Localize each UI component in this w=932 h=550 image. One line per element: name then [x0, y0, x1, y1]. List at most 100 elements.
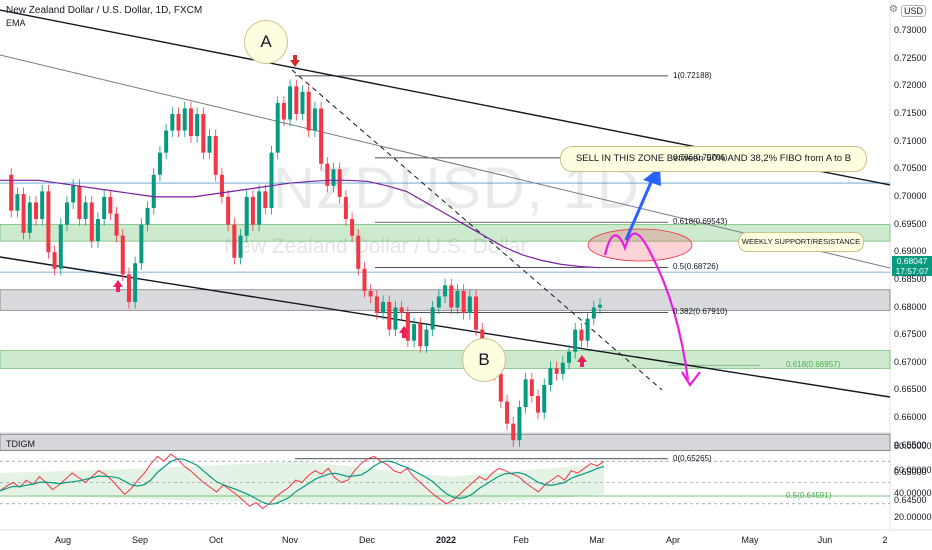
candle-body [263, 191, 268, 208]
candle-body [77, 185, 82, 220]
candle-body [58, 224, 63, 269]
y-tick-label: 0.72000 [894, 80, 927, 91]
candle-body [164, 130, 169, 153]
y-tick-label: 0.70000 [894, 190, 927, 201]
tdi-signal-line [0, 458, 605, 505]
candle-body [281, 102, 286, 120]
candle-body [176, 113, 181, 131]
candle-body [412, 324, 417, 341]
candle-body [157, 152, 162, 175]
chart-title: New Zealand Dollar / U.S. Dollar, 1D, FX… [6, 5, 203, 16]
candle-body [145, 207, 150, 225]
projection-arrowhead [681, 371, 701, 387]
candle-body [27, 202, 32, 233]
signal-arrow-up-0 [113, 280, 123, 292]
x-tick-label: Jun [817, 535, 833, 545]
candle-body [474, 296, 479, 330]
x-tick-label: Aug [54, 535, 72, 545]
candle-body [591, 307, 596, 319]
candle-body [405, 313, 410, 341]
candle-body [89, 202, 94, 242]
candle-body [64, 202, 69, 225]
y-tick-label: 0.67500 [894, 329, 927, 340]
candle-body [443, 285, 448, 297]
candle-body [567, 351, 572, 363]
candle-body [319, 108, 324, 164]
settings-gear-icon[interactable]: ⚙ [889, 4, 898, 15]
candle-body [399, 307, 404, 314]
x-tick-label: Sep [131, 535, 149, 545]
candle-body [579, 329, 584, 341]
candle-body [269, 152, 274, 208]
trend-dashed-line [291, 69, 663, 391]
candle-body [15, 194, 20, 211]
x-tick-label: 2022 [435, 535, 457, 545]
candle-body [381, 301, 386, 314]
candle-body [449, 285, 454, 308]
candle-body [213, 136, 218, 175]
candle-body [201, 113, 206, 153]
candle-body [226, 196, 231, 225]
tdigm-indicator-label[interactable]: TDIGM [6, 439, 35, 449]
y-tick-label: 0.64500 [894, 495, 927, 506]
signal-arrow-down-4 [290, 55, 300, 67]
candle-body [219, 174, 224, 197]
watermark-name: New Zealand Dollar / U.S. Dollar [224, 235, 528, 258]
x-tick-label: 2 [882, 535, 888, 545]
candle-body [294, 86, 299, 114]
tdi-band-fill [0, 461, 604, 507]
candle-body [188, 108, 193, 137]
y-tick-label: 0.71500 [894, 107, 927, 118]
y-tick-label: 0.73000 [894, 25, 927, 35]
candle-body [467, 296, 472, 314]
candle-body [598, 304, 602, 308]
currency-badge[interactable]: USD [901, 5, 927, 17]
candle-body [523, 379, 528, 408]
fib-level-label: 0.618(0.66957) [786, 360, 841, 370]
y-tick-label: 0.66000 [894, 412, 927, 423]
candle-body [46, 191, 51, 253]
fib-level-label: 0.618(0.69543) [673, 217, 728, 227]
candle-body [114, 213, 119, 236]
candle-body [542, 384, 547, 413]
y-tick-label: 0.72500 [894, 52, 927, 63]
candle-body [511, 423, 516, 441]
y-tick-label: 0.68000 [894, 301, 927, 312]
fib-level-label: 0(0.65265) [673, 453, 712, 463]
last-price-box: 0.68047 17:57:07 [892, 256, 932, 276]
x-tick-label: Oct [208, 535, 224, 545]
candle-body [170, 113, 175, 131]
ema-indicator-label[interactable]: EMA [6, 18, 26, 28]
candle-body [9, 174, 14, 211]
candle-body [257, 191, 262, 225]
y-tick-label: 0.65500 [894, 439, 927, 450]
candle-body [244, 196, 249, 236]
candle-body [424, 329, 429, 347]
x-tick-label: Feb [513, 535, 529, 545]
candle-body [21, 194, 26, 233]
candle-body [393, 307, 398, 330]
last-price-value: 0.68047 [896, 256, 928, 266]
support-zone-0 [0, 224, 891, 242]
oscillator-tick-label: 20.00000 [894, 512, 932, 522]
candle-body [126, 274, 131, 302]
candle-body [548, 368, 553, 385]
candle-body [312, 108, 317, 131]
point-b-bubble: B [462, 338, 506, 382]
candle-body [368, 290, 373, 297]
tdi-rsi-line [0, 453, 605, 510]
fib-level-label: 0.5(0.68726) [673, 262, 719, 272]
candle-body [232, 224, 237, 258]
candle-body [52, 252, 57, 269]
x-tick-label: Dec [358, 535, 376, 545]
signal-arrow-up-1 [399, 326, 409, 338]
channel-lower-line [0, 256, 891, 398]
candle-body [108, 196, 113, 214]
y-tick-label: 0.69000 [894, 246, 927, 257]
y-tick-label: 0.69500 [894, 218, 927, 229]
x-tick-label: May [741, 535, 759, 545]
bar-countdown: 17:57:07 [895, 266, 929, 276]
candle-body [331, 169, 336, 186]
oscillator-tick-label: 60.00000 [894, 464, 932, 475]
